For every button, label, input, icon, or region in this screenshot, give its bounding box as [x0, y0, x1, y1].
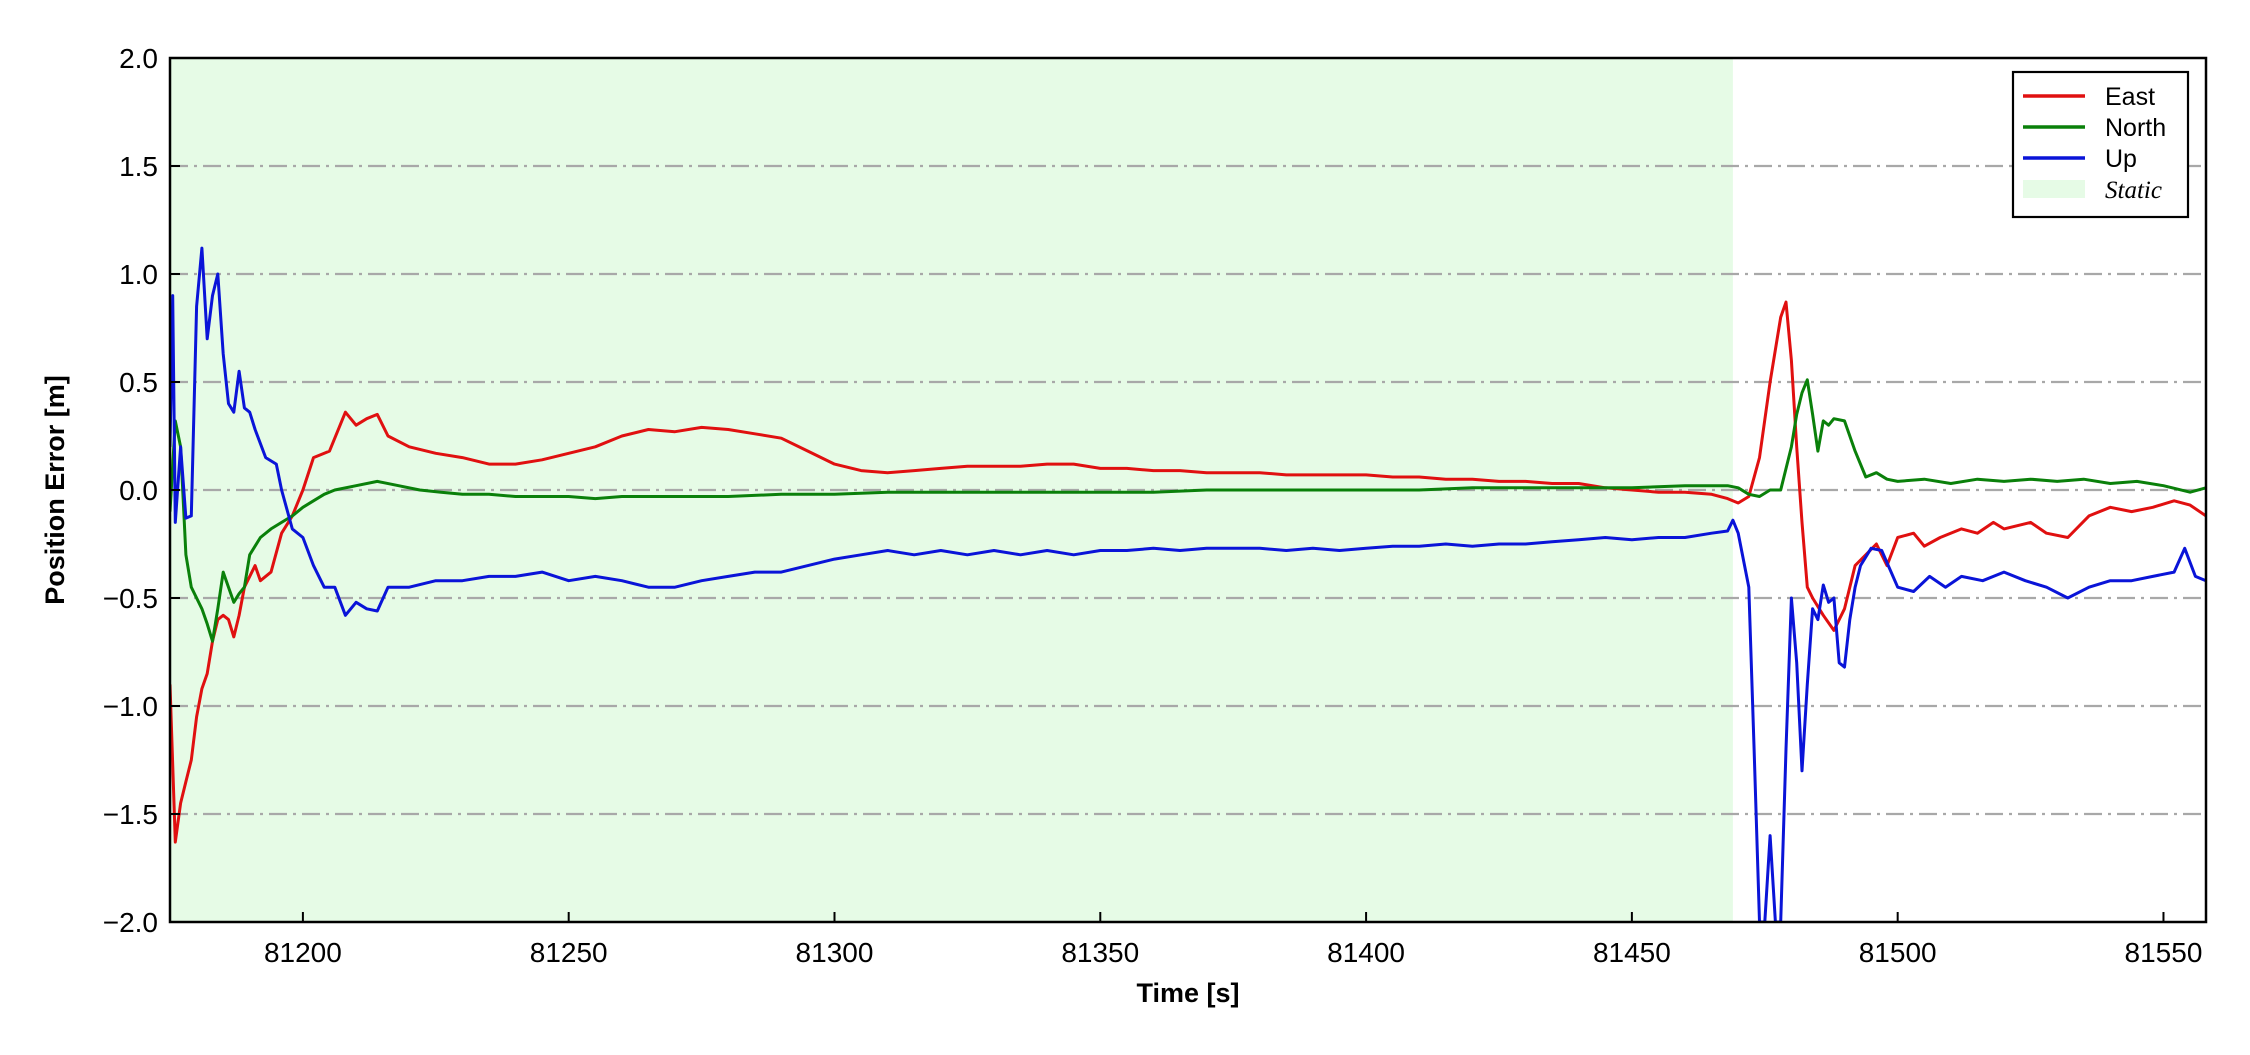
legend-label-static: Static	[2105, 177, 2162, 204]
x-tick-label: 81200	[264, 937, 342, 968]
series-line-up	[170, 246, 2206, 922]
grid-lines	[170, 164, 2206, 816]
x-tick-label: 81250	[530, 937, 608, 968]
y-tick-label: 1.0	[119, 259, 158, 290]
y-tick-label: 1.5	[119, 151, 158, 182]
x-tick-label: 81400	[1327, 937, 1405, 968]
legend-label-up: Up	[2105, 145, 2137, 173]
y-axis-title: Position Error [m]	[40, 375, 70, 605]
y-tick-label: 0.5	[119, 367, 158, 398]
x-tick-label: 81350	[1061, 937, 1139, 968]
y-tick-label: −1.5	[103, 799, 158, 830]
legend: East North Up Static	[2011, 70, 2190, 219]
y-tick-label: −1.0	[103, 691, 158, 722]
x-tick-label: 81300	[796, 937, 874, 968]
x-tick-label: 81550	[2125, 937, 2203, 968]
y-tick-label: 2.0	[119, 43, 158, 74]
legend-label-east: East	[2105, 83, 2155, 111]
y-tick-label: 0.0	[119, 475, 158, 506]
x-tick-label: 81500	[1859, 937, 1937, 968]
y-tick-label: −2.0	[103, 907, 158, 938]
legend-label-north: North	[2105, 114, 2166, 142]
legend-swatch-static	[2023, 180, 2085, 198]
series-layer	[170, 246, 2206, 922]
y-tick-label: −0.5	[103, 583, 158, 614]
tick-layer: 81200 81250 81300 81350 81400 81450 81500 81550…	[103, 43, 2203, 968]
series-line-north	[170, 378, 2206, 643]
x-axis-title: Time [s]	[1136, 978, 1239, 1008]
x-tick-label: 81450	[1593, 937, 1671, 968]
